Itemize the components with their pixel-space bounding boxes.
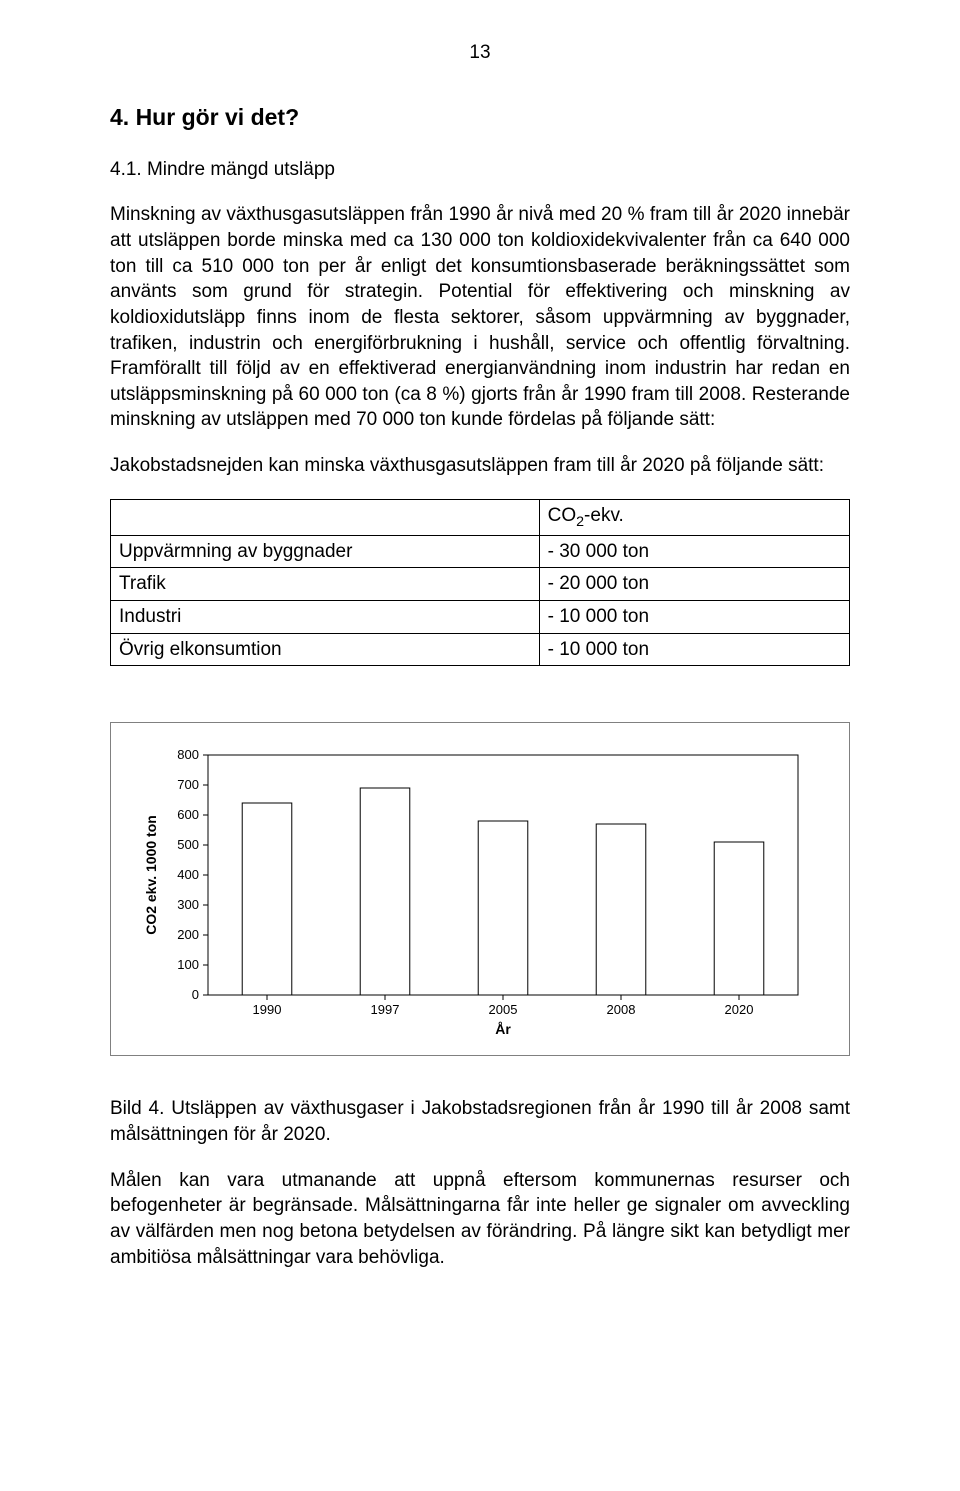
table-header-empty [111,499,540,535]
svg-text:0: 0 [192,987,199,1002]
table-header-row: CO2-ekv. [111,499,850,535]
svg-text:2020: 2020 [725,1002,754,1017]
table-header-unit: CO2-ekv. [539,499,849,535]
table-cell-label: Industri [111,601,540,634]
svg-text:700: 700 [177,777,199,792]
svg-text:1990: 1990 [253,1002,282,1017]
svg-text:600: 600 [177,807,199,822]
svg-text:År: År [495,1021,511,1037]
page-number: 13 [110,40,850,66]
table-cell-label: Övrig elkonsumtion [111,633,540,666]
table-row: Industri- 10 000 ton [111,601,850,634]
heading-sub: 4.1. Mindre mängd utsläpp [110,157,850,183]
svg-text:2008: 2008 [607,1002,636,1017]
chart-caption: Bild 4. Utsläppen av växthusgaser i Jako… [110,1096,850,1147]
table-cell-value: - 20 000 ton [539,568,849,601]
paragraph-3: Målen kan vara utmanande att uppnå efter… [110,1168,850,1271]
svg-text:100: 100 [177,957,199,972]
table-cell-label: Trafik [111,568,540,601]
table-row: Trafik- 20 000 ton [111,568,850,601]
svg-text:1997: 1997 [371,1002,400,1017]
svg-text:800: 800 [177,747,199,762]
svg-text:400: 400 [177,867,199,882]
svg-text:2005: 2005 [489,1002,518,1017]
table-cell-value: - 10 000 ton [539,633,849,666]
svg-text:200: 200 [177,927,199,942]
table-cell-value: - 10 000 ton [539,601,849,634]
emissions-chart: 0 100 200 300 400 500 600 700 800 CO2 ekv. 1000 t… [110,722,850,1056]
paragraph-1: Minskning av växthusgasutsläppen från 19… [110,202,850,433]
table-cell-value: - 30 000 ton [539,535,849,568]
table-row: Uppvärmning av byggnader- 30 000 ton [111,535,850,568]
svg-text:500: 500 [177,837,199,852]
svg-text:CO2 ekv. 1000 ton: CO2 ekv. 1000 ton [143,816,159,936]
bar-chart-svg: 0 100 200 300 400 500 600 700 800 CO2 ekv. 1000 t… [133,745,813,1045]
heading-main: 4. Hur gör vi det? [110,102,850,133]
paragraph-2: Jakobstadsnejden kan minska växthusgasut… [110,453,850,479]
svg-text:300: 300 [177,897,199,912]
table-cell-label: Uppvärmning av byggnader [111,535,540,568]
reduction-table: CO2-ekv. Uppvärmning av byggnader- 30 00… [110,499,850,667]
table-row: Övrig elkonsumtion- 10 000 ton [111,633,850,666]
